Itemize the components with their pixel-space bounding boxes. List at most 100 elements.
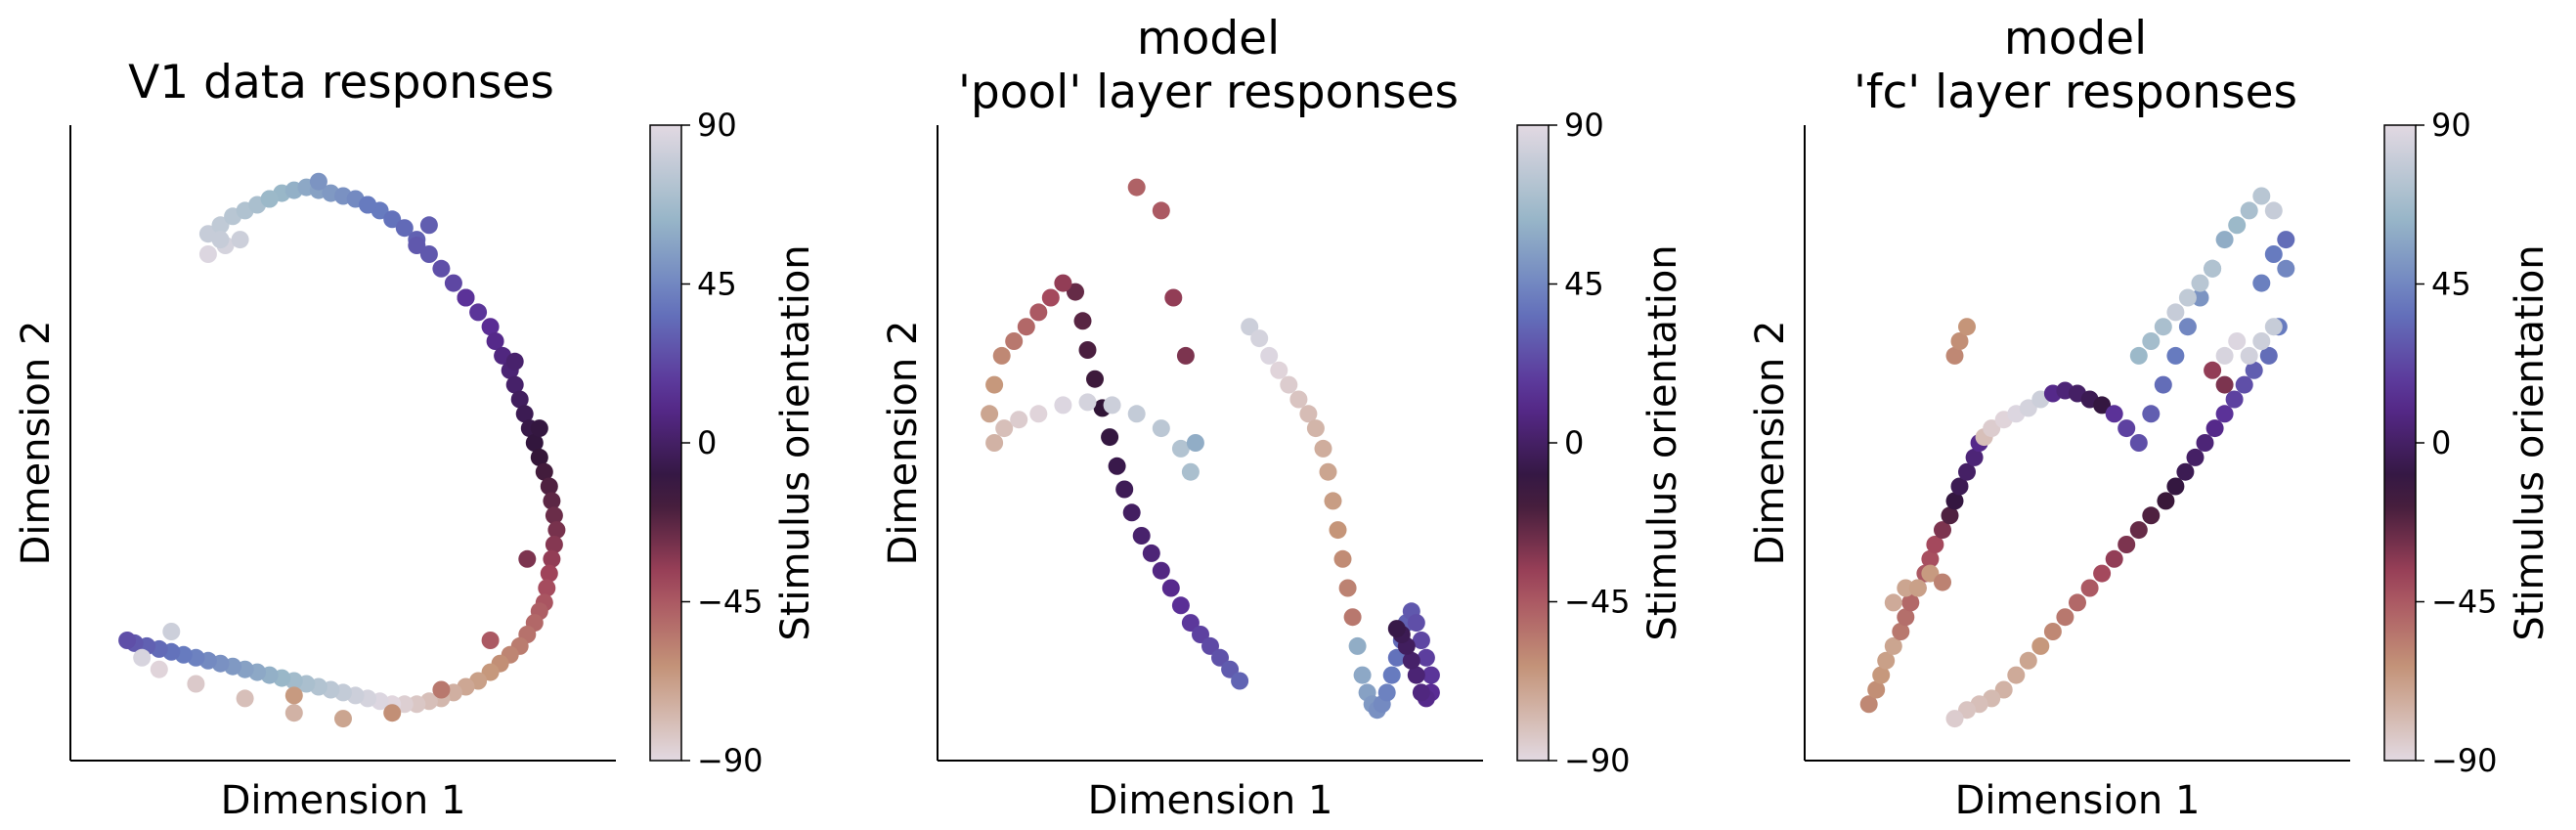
scatter-point <box>1382 666 1401 684</box>
scatter-point <box>2186 448 2205 466</box>
scatter-point <box>538 579 556 597</box>
scatter-point <box>162 623 181 640</box>
scatter-point <box>486 332 504 350</box>
scatter-point <box>1115 480 1134 499</box>
y-axis-label: Dimension 2 <box>1748 321 1793 566</box>
colorbar-tick-label: 45 <box>1564 266 1604 303</box>
scatter-point <box>231 231 249 249</box>
scatter-points <box>1859 187 2295 728</box>
scatter-point <box>309 172 327 191</box>
scatter-panel-3: model'fc' layer responses Dimension 1 Dime… <box>1748 12 2553 823</box>
scatter-point <box>481 663 500 681</box>
scatter-point <box>2154 375 2172 394</box>
scatter-point <box>2205 419 2224 438</box>
colorbar-label: Stimulus orientation <box>1640 244 1685 640</box>
scatter-point <box>2154 318 2172 336</box>
scatter-point <box>1299 405 1318 423</box>
scatter-point <box>543 549 561 568</box>
colorbar-tick-label: −45 <box>2431 584 2498 621</box>
scatter-point <box>2215 346 2234 365</box>
scatter-point <box>985 434 1004 452</box>
scatter-point <box>469 303 488 322</box>
scatter-point <box>1417 648 1435 667</box>
scatter-point <box>1387 648 1406 667</box>
scatter-point <box>1073 312 1092 330</box>
scatter-point <box>2019 651 2037 670</box>
scatter-point <box>515 405 534 423</box>
scatter-point <box>1897 579 1915 597</box>
scatter-point <box>1872 666 1891 684</box>
scatter-point <box>1407 614 1425 633</box>
scatter-point <box>2204 361 2222 379</box>
scatter-point <box>1324 492 1342 510</box>
colorbar-gradient <box>1516 124 1550 762</box>
colorbar-tick-label: −90 <box>697 742 764 779</box>
scatter-point <box>198 245 217 263</box>
scatter-point <box>118 632 137 649</box>
scatter-point <box>1108 457 1126 475</box>
scatter-point <box>2166 477 2185 496</box>
scatter-point <box>2129 346 2148 365</box>
scatter-points <box>118 172 566 728</box>
scatter-point <box>518 549 537 568</box>
scatter-point <box>334 710 352 728</box>
scatter-point <box>2031 636 2050 655</box>
scatter-point <box>2240 346 2258 365</box>
colorbar-gradient <box>649 124 682 762</box>
scatter-point <box>2196 434 2214 452</box>
scatter-point <box>2252 274 2271 292</box>
scatter-point <box>2264 318 2283 336</box>
colorbar: 90 45 0 −45 −90 Stimulus orientation <box>2383 107 2553 779</box>
scatter-point <box>150 660 168 678</box>
scatter-point <box>1867 680 1886 699</box>
scatter-point <box>1201 636 1219 655</box>
scatter-point <box>408 237 426 254</box>
scatter-point <box>2129 434 2148 452</box>
scatter-point <box>1132 527 1151 545</box>
scatter-point <box>419 216 438 235</box>
scatter-point <box>1127 178 1146 197</box>
scatter-point <box>2142 332 2161 350</box>
scatter-point <box>2252 332 2271 350</box>
scatter-point <box>1161 579 1180 597</box>
panel-title: model <box>2004 12 2147 66</box>
scatter-point <box>1101 428 1119 447</box>
scatter-point <box>1171 439 1190 458</box>
scatter-point <box>284 704 303 722</box>
colorbar-tick-label: 45 <box>697 266 737 303</box>
scatter-point <box>432 259 451 278</box>
colorbar-tick-label: 0 <box>1564 424 1584 461</box>
scatter-point <box>2178 318 2197 336</box>
scatter-point <box>1412 683 1430 702</box>
colorbar-tick-label: 0 <box>2431 424 2451 461</box>
scatter-point <box>383 210 402 229</box>
scatter-point <box>2142 506 2161 525</box>
colorbar-label: Stimulus orientation <box>773 244 818 640</box>
scatter-point <box>1983 419 2001 438</box>
scatter-point <box>1231 672 1249 690</box>
scatter-point <box>1958 701 1976 720</box>
scatter-point <box>1945 710 1964 728</box>
scatter-point <box>2105 405 2123 423</box>
x-axis-label: Dimension 1 <box>1088 778 1333 823</box>
scatter-point <box>1029 303 1048 322</box>
scatter-point <box>1164 288 1183 307</box>
scatter-point <box>1934 573 1951 591</box>
scatter-points <box>981 178 1440 720</box>
scatter-point <box>1270 361 1288 379</box>
scatter-point <box>1054 396 1072 415</box>
scatter-point <box>2228 216 2247 235</box>
scatter-point <box>547 521 566 540</box>
scatter-point <box>2215 405 2234 423</box>
scatter-point <box>1078 393 1097 412</box>
scatter-point <box>535 462 553 481</box>
scatter-point <box>2166 346 2185 365</box>
scatter-point <box>1950 477 1969 496</box>
scatter-point <box>2176 462 2195 481</box>
panel-title: V1 data responses <box>128 56 554 109</box>
colorbar-tick-label: −45 <box>697 584 764 621</box>
scatter-point <box>1127 405 1146 423</box>
scatter-point <box>1407 666 1425 684</box>
scatter-point <box>1241 318 1259 336</box>
scatter-point <box>284 686 303 705</box>
